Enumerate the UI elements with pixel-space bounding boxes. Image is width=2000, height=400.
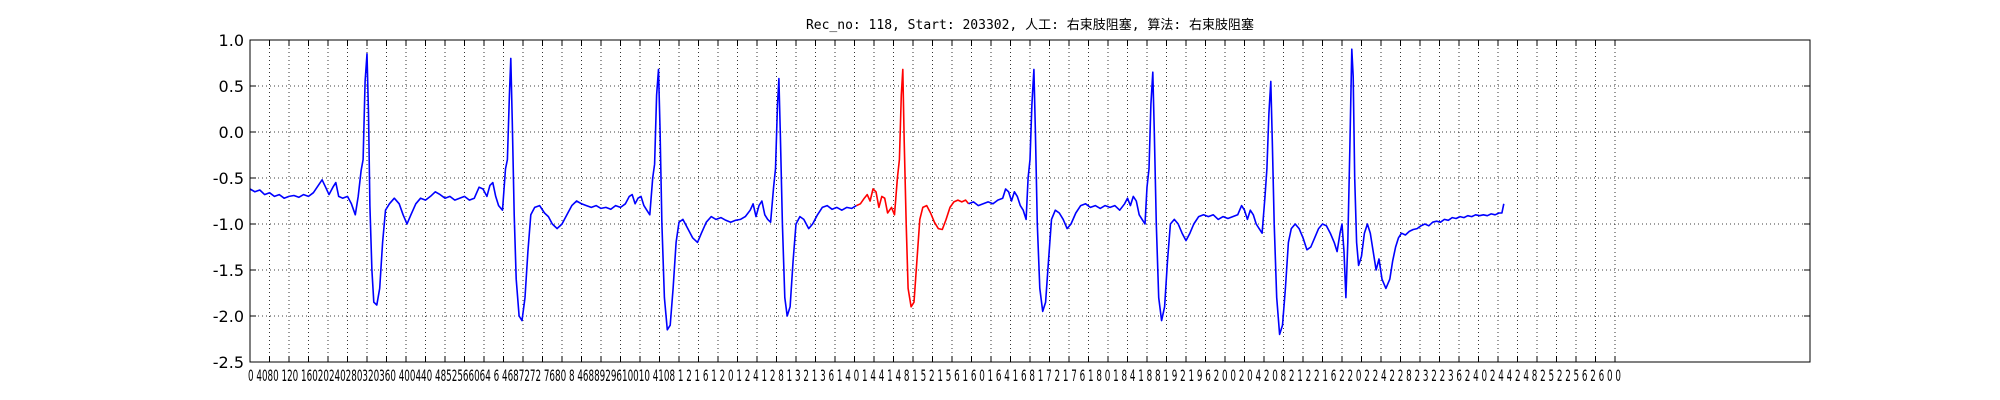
y-tick-label: -1.5: [213, 261, 244, 280]
y-tick-label: -2.0: [213, 307, 244, 326]
ecg-series-line-2: [856, 68, 970, 308]
x-tick-labels: 0 4080 120 16020240280320360 400440 4852…: [248, 366, 1621, 385]
series-layer: [249, 48, 1505, 336]
grid: [249, 39, 1810, 363]
y-tick-label: -1.0: [213, 215, 244, 234]
ecg-series-line-1: [249, 53, 857, 331]
y-tick-label: 0.0: [219, 123, 244, 142]
chart-title: Rec_no: 118, Start: 203302, 人工: 右束肢阻塞, 算…: [806, 17, 1254, 33]
y-tick-label: -0.5: [213, 169, 244, 188]
y-tick-label: 1.0: [219, 31, 244, 50]
y-tick-label: 0.5: [219, 77, 244, 96]
ecg-series-line-3: [968, 48, 1505, 336]
x-axis: [249, 40, 1616, 362]
y-axis: 1.0 0.5 0.0 -0.5 -1.0 -1.5 -2.0 -2.5: [213, 31, 1810, 372]
y-tick-label: -2.5: [213, 353, 244, 372]
